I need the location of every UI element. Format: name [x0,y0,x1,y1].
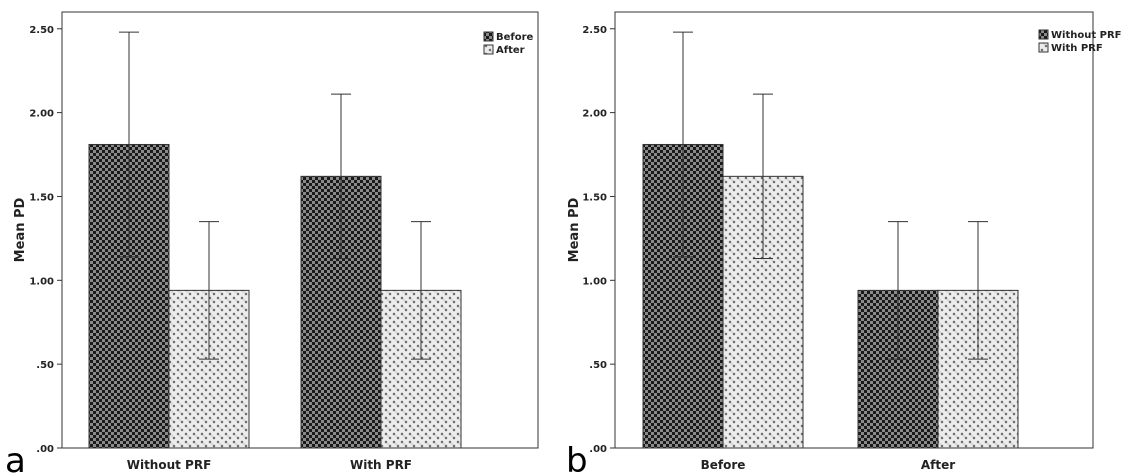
y-tick-label: 1.50 [29,192,54,203]
panel-label: a [5,441,26,475]
y-tick-label: .00 [36,444,54,455]
y-tick-label: 1.50 [582,192,607,203]
legend-label: Before [496,32,534,43]
y-tick-label: 2.50 [29,25,54,36]
panel-label: b [566,441,588,475]
plot-frame [61,11,539,449]
x-category-label: After [921,458,955,472]
y-tick-label: 2.00 [582,109,607,120]
y-tick-label: .50 [36,360,54,371]
y-tick-label: 2.50 [582,25,607,36]
y-tick-label: .00 [589,444,607,455]
legend-label: Without PRF [1051,30,1121,41]
y-axis-label: Mean PD [13,197,28,262]
x-category-label: With PRF [350,458,412,472]
x-category-label: Without PRF [127,458,212,472]
legend-swatch [483,31,494,42]
chart-panel-b: .00 .50 1.00 1.50 2.00 2.50 Mean PD Before After… [566,11,1121,475]
y-tick-label: 1.00 [29,276,54,287]
y-axis-label: Mean PD [567,197,582,262]
legend-swatch [1038,42,1049,53]
y-tick-label: .50 [589,360,607,371]
y-tick-label: 1.00 [582,276,607,287]
chart-panel-a: .00 .50 1.00 1.50 2.00 2.50 Mean PD Without PRF… [5,11,539,475]
legend-label: With PRF [1051,43,1103,54]
legend-label: After [496,45,525,56]
y-tick-label: 2.00 [29,109,54,120]
legend-swatch [483,44,494,55]
x-category-label: Before [701,458,746,472]
legend-swatch [1038,29,1049,40]
plot-frame [614,11,1094,449]
